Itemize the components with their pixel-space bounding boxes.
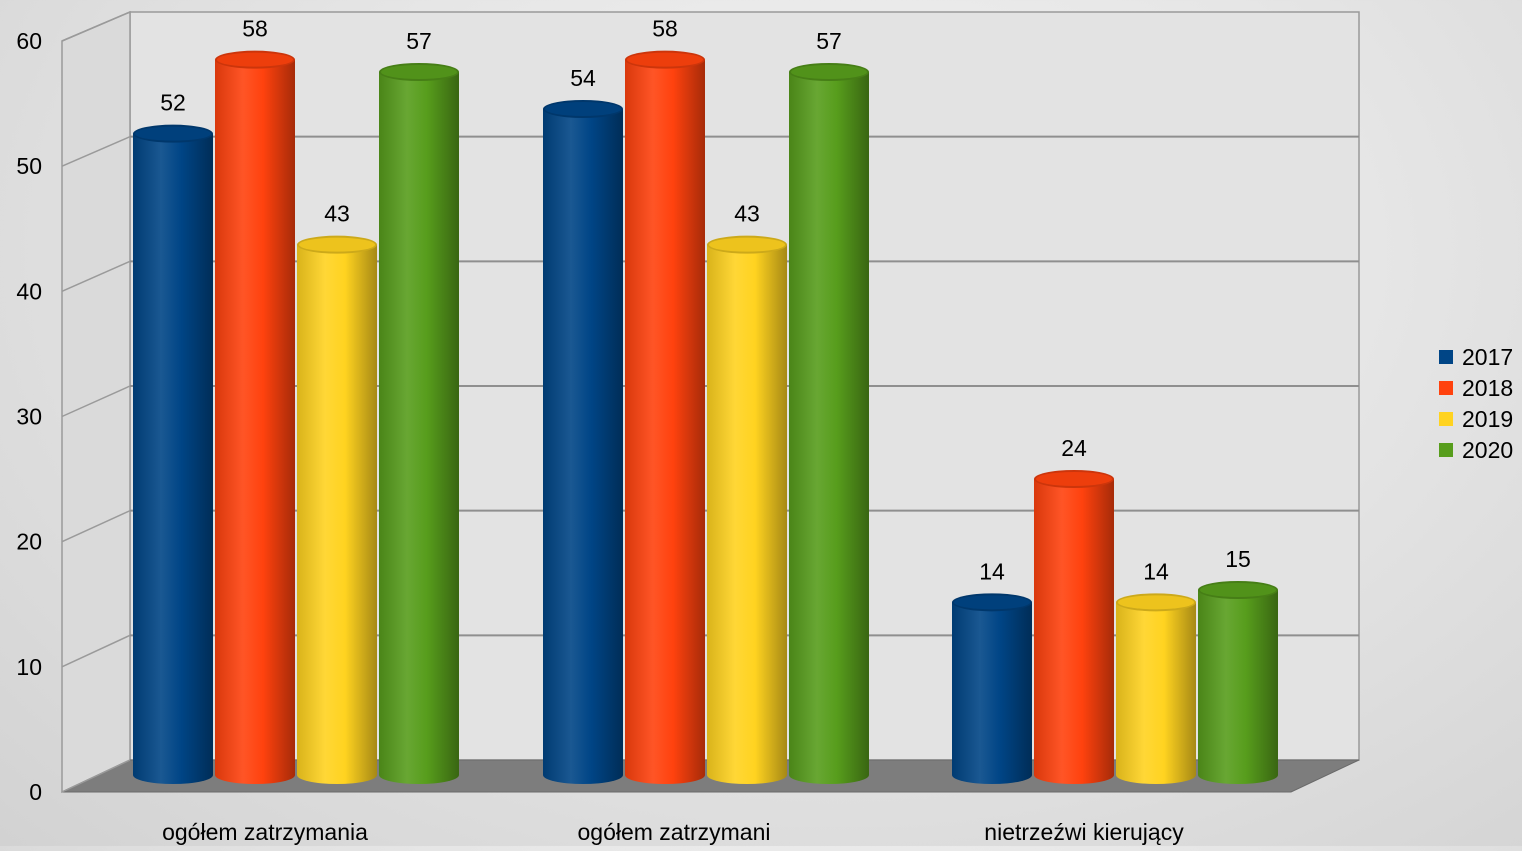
gridline-side xyxy=(61,509,131,543)
bar-2020-1 xyxy=(379,63,459,784)
gridline-side xyxy=(61,135,131,167)
gridline-side xyxy=(61,634,131,668)
y-axis: 0 10 20 30 40 50 60 xyxy=(16,28,42,805)
bar-2019-1 xyxy=(297,235,377,784)
y-tick-label: 10 xyxy=(16,654,42,680)
data-label-2018-1: 58 xyxy=(242,16,268,42)
legend-label-2019: 2019 xyxy=(1462,406,1513,432)
y-tick-label: 50 xyxy=(16,153,42,179)
bar-2018-3 xyxy=(1034,470,1114,784)
y-tick-label: 30 xyxy=(16,404,42,430)
bar-2019-3 xyxy=(1116,593,1196,784)
gridline-side xyxy=(61,11,131,42)
legend-swatch-2018 xyxy=(1439,381,1453,395)
bar-2017-2 xyxy=(543,100,623,784)
gridline-side xyxy=(61,260,131,293)
data-label-2020-1: 57 xyxy=(406,28,432,54)
legend-label-2018: 2018 xyxy=(1462,375,1513,401)
bar-2020-3 xyxy=(1198,581,1278,784)
legend-swatch-2020 xyxy=(1439,443,1453,457)
y-tick-label: 40 xyxy=(16,278,42,304)
category-label: ogółem zatrzymani xyxy=(577,819,770,845)
legend-label-2017: 2017 xyxy=(1462,344,1513,370)
data-label-2018-3: 24 xyxy=(1061,435,1087,461)
bar-2018-1 xyxy=(215,50,295,784)
data-label-2017-2: 54 xyxy=(570,65,596,91)
legend: 2017 2018 2019 2020 xyxy=(1439,344,1513,463)
data-labels: 52 58 43 57 54 58 43 57 14 24 14 15 xyxy=(160,16,1251,585)
gridline-side xyxy=(61,759,131,793)
y-tick-label: 20 xyxy=(16,529,42,555)
data-label-2019-3: 14 xyxy=(1143,558,1169,584)
bar-2020-2 xyxy=(789,63,869,784)
x-axis: ogółem zatrzymania ogółem zatrzymani nietr… xyxy=(162,819,1184,845)
data-label-2020-3: 15 xyxy=(1225,546,1251,572)
data-label-2019-1: 43 xyxy=(324,201,350,227)
bar-2019-2 xyxy=(707,235,787,784)
legend-label-2020: 2020 xyxy=(1462,437,1513,463)
legend-swatch-2017 xyxy=(1439,350,1453,364)
legend-swatch-2019 xyxy=(1439,412,1453,426)
data-label-2020-2: 57 xyxy=(816,28,842,54)
category-label: nietrzeźwi kierujący xyxy=(984,819,1184,845)
data-label-2019-2: 43 xyxy=(734,201,760,227)
bar-2018-2 xyxy=(625,50,705,784)
data-label-2017-3: 14 xyxy=(979,558,1005,584)
data-label-2017-1: 52 xyxy=(160,90,186,116)
y-tick-label: 60 xyxy=(16,28,42,54)
bar-2017-3 xyxy=(952,593,1032,784)
data-label-2018-2: 58 xyxy=(652,16,678,42)
y-tick-label: 0 xyxy=(29,779,42,805)
bar-2017-1 xyxy=(133,124,213,784)
category-label: ogółem zatrzymania xyxy=(162,819,368,845)
gridline-side xyxy=(61,385,131,418)
bars xyxy=(133,50,1278,784)
